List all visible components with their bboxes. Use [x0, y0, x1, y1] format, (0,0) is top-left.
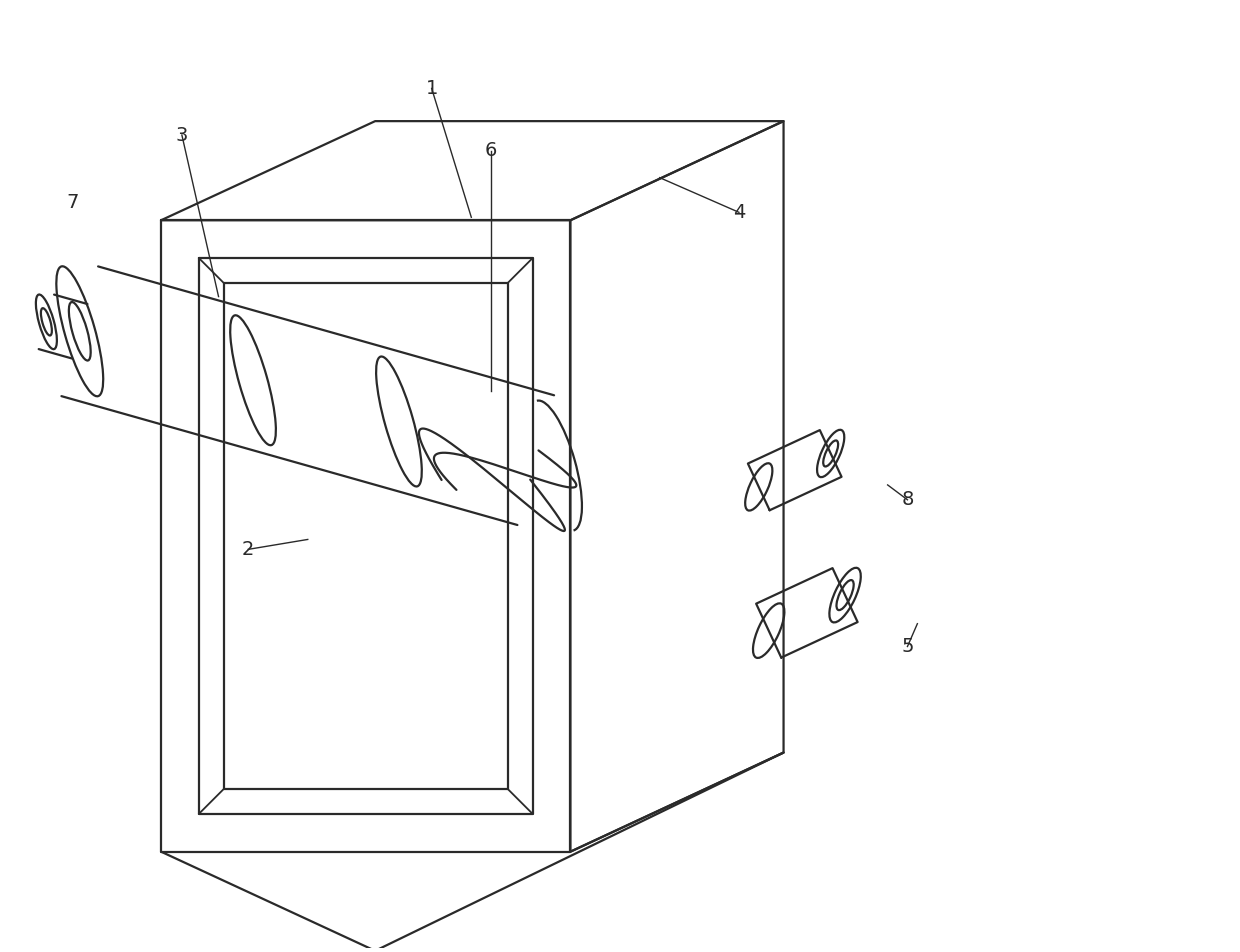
Text: 5: 5 — [901, 637, 914, 656]
Text: 3: 3 — [176, 126, 188, 145]
Text: 4: 4 — [733, 203, 745, 222]
Text: 1: 1 — [425, 79, 438, 98]
Text: 8: 8 — [901, 490, 914, 509]
Text: 7: 7 — [67, 193, 79, 212]
Text: 2: 2 — [242, 540, 254, 559]
Text: 6: 6 — [485, 141, 497, 160]
